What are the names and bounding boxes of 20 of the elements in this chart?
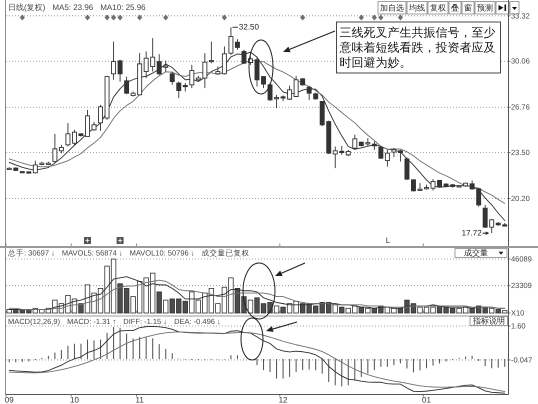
x-tick-label: 09 bbox=[4, 396, 14, 404]
text: 指标说明 bbox=[472, 316, 505, 326]
text: 预测 bbox=[477, 3, 493, 12]
x-tick-label: 12 bbox=[278, 396, 288, 404]
x-tick-label: 01 bbox=[422, 396, 432, 404]
text: 均线 bbox=[408, 3, 425, 12]
text: 窗 bbox=[464, 3, 472, 12]
x-tick-label: 10 bbox=[70, 396, 80, 404]
text: 成交量 bbox=[464, 248, 488, 258]
annotation: 32.50 bbox=[238, 22, 260, 32]
text: 叠 bbox=[451, 3, 459, 12]
x-tick-label: 11 bbox=[135, 396, 144, 404]
annotation: L bbox=[386, 236, 391, 245]
text: 加自选 bbox=[380, 3, 404, 12]
chart-title: 日线(复权) bbox=[8, 3, 46, 12]
annotation: 三线死叉产生共振信号，至少意味着短线看跌，投资者应及时回避为妙。 bbox=[338, 26, 496, 70]
text: MA5: 23.96 bbox=[52, 3, 94, 12]
text: 复权 bbox=[430, 3, 446, 12]
text: MA10: 25.96 bbox=[100, 3, 146, 12]
annotation: 17.72 bbox=[462, 228, 482, 238]
